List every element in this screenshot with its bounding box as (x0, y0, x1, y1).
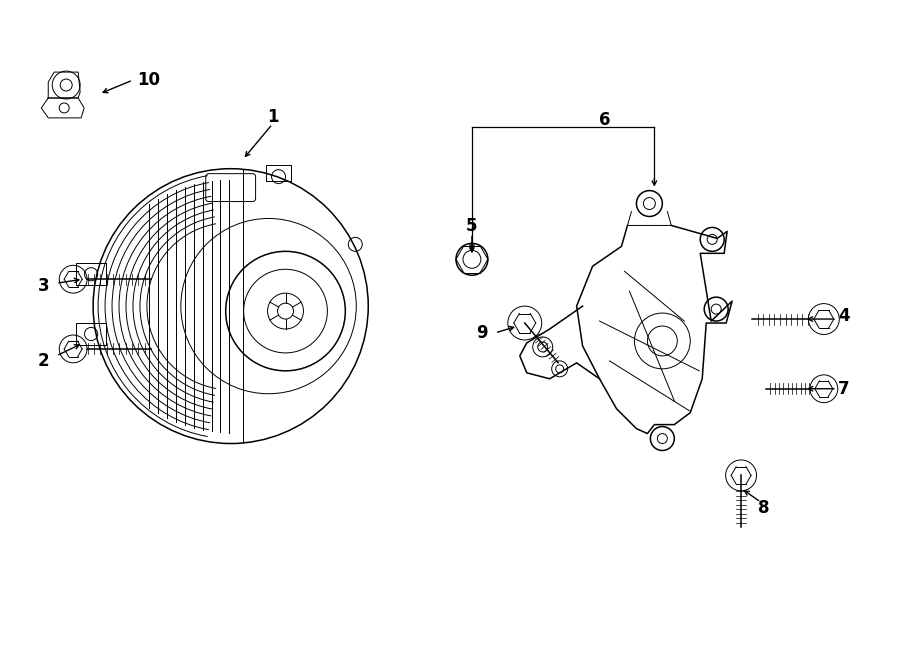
Text: 7: 7 (838, 380, 850, 398)
Text: 9: 9 (476, 324, 488, 342)
Text: 6: 6 (598, 111, 610, 129)
Text: 10: 10 (138, 71, 160, 89)
Text: 2: 2 (38, 352, 50, 370)
Text: 1: 1 (266, 108, 278, 126)
Text: 3: 3 (38, 277, 50, 295)
Text: 5: 5 (466, 217, 478, 235)
Text: 8: 8 (759, 499, 769, 518)
Text: 4: 4 (838, 307, 850, 325)
